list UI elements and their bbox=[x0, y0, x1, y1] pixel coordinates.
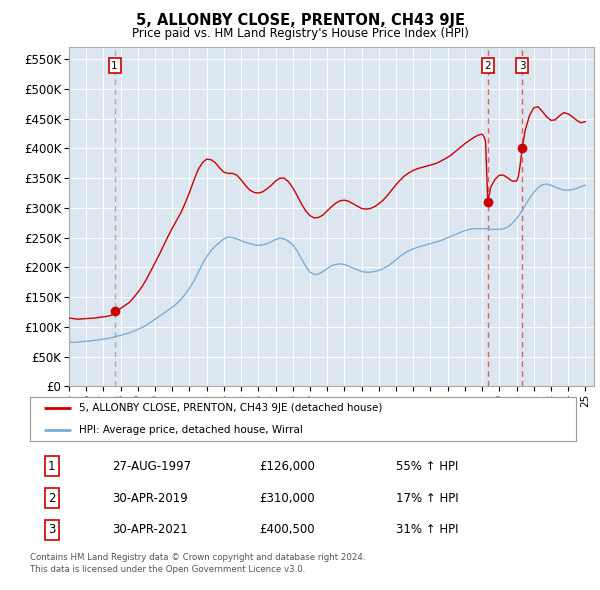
Text: 2: 2 bbox=[48, 491, 56, 504]
Text: 17% ↑ HPI: 17% ↑ HPI bbox=[396, 491, 458, 504]
Text: This data is licensed under the Open Government Licence v3.0.: This data is licensed under the Open Gov… bbox=[30, 565, 305, 574]
Text: 55% ↑ HPI: 55% ↑ HPI bbox=[396, 460, 458, 473]
Text: 5, ALLONBY CLOSE, PRENTON, CH43 9JE: 5, ALLONBY CLOSE, PRENTON, CH43 9JE bbox=[136, 13, 464, 28]
Text: 1: 1 bbox=[48, 460, 56, 473]
Text: 30-APR-2021: 30-APR-2021 bbox=[112, 523, 188, 536]
Text: Contains HM Land Registry data © Crown copyright and database right 2024.: Contains HM Land Registry data © Crown c… bbox=[30, 553, 365, 562]
Text: 3: 3 bbox=[48, 523, 56, 536]
Text: 5, ALLONBY CLOSE, PRENTON, CH43 9JE (detached house): 5, ALLONBY CLOSE, PRENTON, CH43 9JE (det… bbox=[79, 403, 383, 413]
Text: 1: 1 bbox=[112, 61, 118, 71]
Text: Price paid vs. HM Land Registry's House Price Index (HPI): Price paid vs. HM Land Registry's House … bbox=[131, 27, 469, 40]
Text: £126,000: £126,000 bbox=[259, 460, 315, 473]
Text: HPI: Average price, detached house, Wirral: HPI: Average price, detached house, Wirr… bbox=[79, 425, 303, 435]
Text: 3: 3 bbox=[519, 61, 526, 71]
Text: 31% ↑ HPI: 31% ↑ HPI bbox=[396, 523, 458, 536]
Text: £400,500: £400,500 bbox=[259, 523, 315, 536]
Text: 30-APR-2019: 30-APR-2019 bbox=[112, 491, 188, 504]
Text: £310,000: £310,000 bbox=[259, 491, 315, 504]
Text: 2: 2 bbox=[484, 61, 491, 71]
Text: 27-AUG-1997: 27-AUG-1997 bbox=[112, 460, 191, 473]
